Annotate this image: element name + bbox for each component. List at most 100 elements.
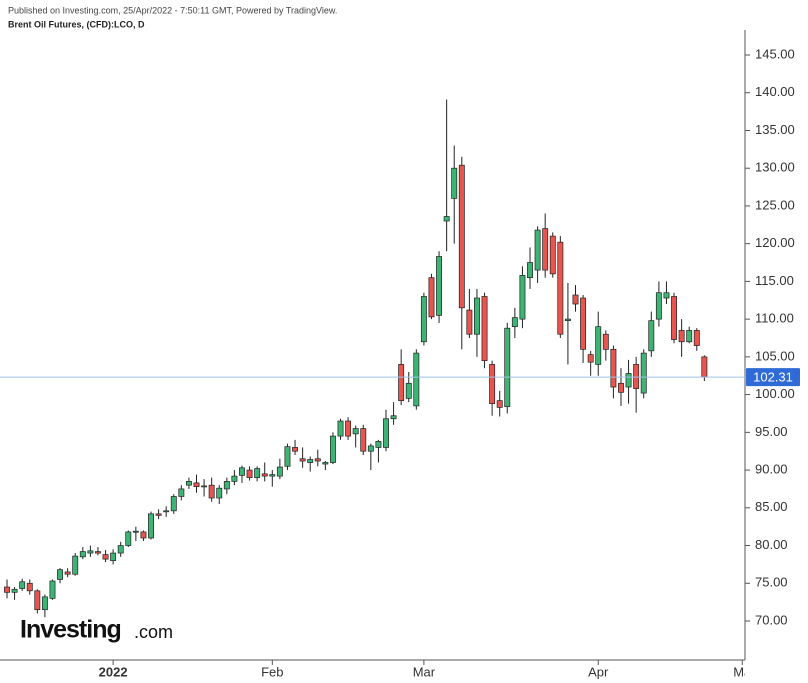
subtitle: Published on Investing.com, 25/Apr/2022 … (8, 5, 337, 15)
candle-body (155, 513, 162, 516)
candle-body (390, 415, 397, 420)
candle-body (466, 309, 473, 335)
candle-body (292, 447, 298, 452)
chart-title: Brent Oil Futures, (CFD):LCO, D (8, 19, 145, 29)
candle-body (693, 330, 700, 346)
y-tick-label: 145.00 (755, 46, 795, 61)
candle-body (618, 382, 624, 393)
candle-body (261, 473, 268, 477)
candle-body (678, 330, 685, 343)
candle-body (655, 292, 662, 320)
candle-body (231, 475, 238, 482)
candle-body (26, 582, 33, 592)
logo-suffix: .com (134, 622, 173, 642)
logo-brand: Investing (20, 616, 121, 644)
candle-body (140, 531, 147, 539)
candle-body (201, 485, 208, 488)
candle-body (534, 229, 541, 271)
candle-body (329, 435, 336, 463)
candle-body (307, 459, 314, 463)
x-tick-label: Feb (261, 664, 283, 679)
candle-body (49, 580, 56, 599)
y-tick-label: 80.00 (755, 537, 788, 552)
candle-body (625, 373, 632, 388)
candle-body (504, 327, 511, 408)
candle-body (102, 554, 109, 560)
candle-body (686, 330, 693, 343)
candle-body (458, 164, 465, 309)
candle-body (170, 496, 177, 512)
candle-body (451, 167, 458, 199)
candle-body (11, 588, 18, 593)
candle-body (110, 552, 117, 561)
y-tick-label: 125.00 (755, 197, 795, 212)
candle-body (185, 481, 192, 486)
candle-body (322, 462, 329, 465)
candle-body (595, 326, 602, 365)
y-tick-label: 100.00 (755, 386, 795, 401)
candle-body (34, 590, 41, 611)
candle-body (4, 586, 10, 593)
candle-body (519, 275, 526, 320)
candle-body (41, 596, 48, 611)
candle-body (19, 581, 26, 589)
candle-body (420, 296, 427, 343)
candle-body (671, 296, 677, 340)
candle-body (95, 551, 101, 554)
y-tick-label: 90.00 (755, 462, 788, 477)
candle-body (299, 458, 306, 462)
candle-body (549, 235, 556, 275)
candle-body (367, 445, 374, 452)
logo: Investing .com (20, 616, 173, 644)
candle-body (572, 294, 579, 305)
candle-body (284, 446, 291, 467)
candle-body (178, 488, 185, 497)
candle-body (580, 297, 587, 350)
candle-body (337, 420, 344, 437)
candle-body (57, 569, 64, 580)
candle-body (557, 241, 564, 335)
x-tick-label: 2022 (99, 664, 128, 679)
candle-body (436, 256, 443, 316)
candle-body (87, 550, 94, 554)
y-tick-label: 95.00 (755, 424, 788, 439)
candle-body (276, 466, 283, 477)
plot-area: 2022 Feb Mar Apr Ma (0, 99, 752, 679)
candle-body (132, 530, 139, 533)
candle-body (72, 555, 79, 575)
y-tick-label: 110.00 (755, 311, 794, 326)
candle-body (640, 352, 647, 394)
last-price-box (746, 368, 800, 387)
candle-body (117, 545, 124, 554)
candle-body (496, 400, 503, 408)
candle-body (223, 481, 230, 490)
candle-body (610, 348, 617, 388)
candle-body (79, 551, 86, 558)
candle-body (193, 482, 200, 488)
x-tick-label: Ma (733, 664, 752, 679)
y-tick-label: 140.00 (755, 84, 795, 99)
candle-body (633, 364, 640, 389)
candle-body (148, 513, 154, 539)
candle-body (413, 352, 420, 407)
candle-body (383, 418, 389, 448)
candle-body (587, 354, 594, 363)
candle-body (542, 228, 549, 271)
y-tick-label: 120.00 (755, 235, 795, 250)
y-tick-label: 75.00 (755, 575, 788, 590)
candle-body (208, 484, 215, 499)
candle-body (375, 441, 382, 448)
candle-body (564, 318, 571, 321)
last-price-label: 102.31 (753, 370, 793, 385)
candle-body (405, 382, 412, 399)
candle-body (443, 216, 450, 222)
candle-body (216, 487, 223, 499)
candle-body (163, 510, 170, 513)
candle-body (701, 356, 708, 378)
candle-body (269, 474, 276, 477)
y-tick-label: 70.00 (755, 612, 788, 627)
candle-body (345, 420, 352, 437)
candle-body (125, 531, 132, 546)
y-tick-label: 130.00 (755, 160, 795, 175)
